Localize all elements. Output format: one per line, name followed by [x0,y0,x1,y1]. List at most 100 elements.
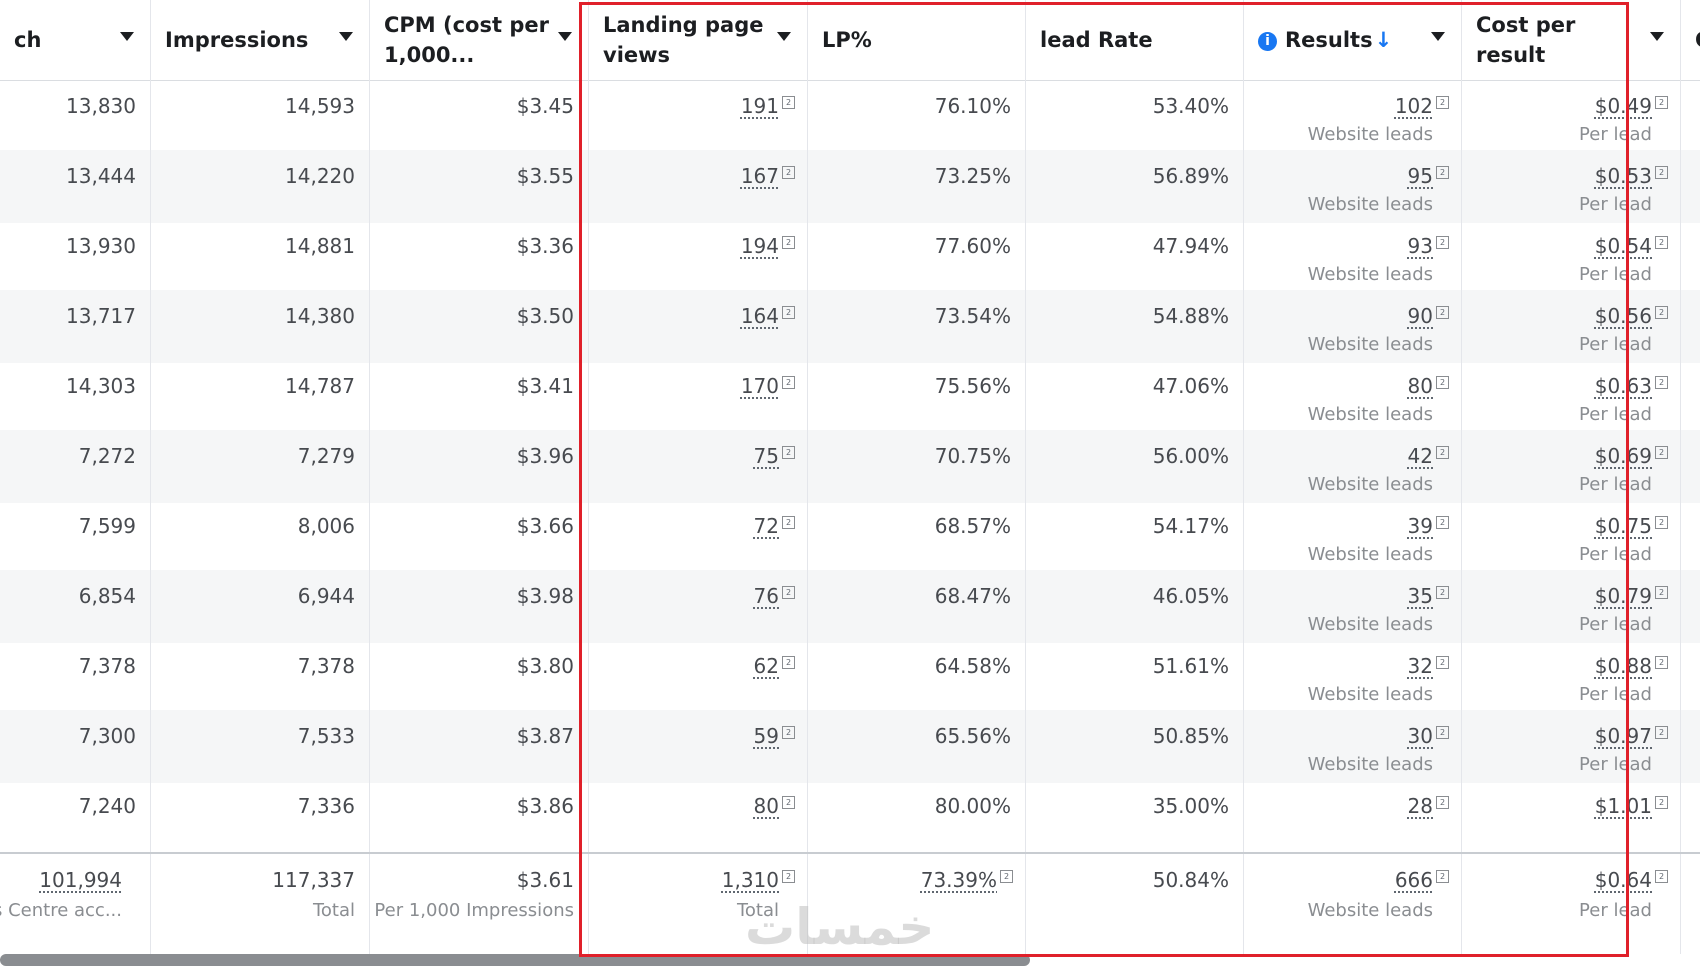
cell-value[interactable]: 35 [1407,584,1433,608]
column-header-lp_pct[interactable]: LP% [808,0,1026,80]
cell-results[interactable]: 39 2 Website leads [1244,500,1462,573]
cell-lpv[interactable]: 72 2 [589,500,808,573]
cell-value[interactable]: 191 [740,94,779,118]
cell-value[interactable]: $0.79 [1594,584,1652,608]
cell-lpv[interactable]: 170 2 [589,360,808,433]
chevron-down-icon[interactable] [1650,32,1664,41]
cell-value[interactable]: 72 [753,514,779,538]
cell-value[interactable]: $0.56 [1594,304,1652,328]
cell-reach: 7,300 [0,710,151,783]
total-subtext: Per lead [1579,900,1652,921]
cell-value[interactable]: $0.54 [1594,234,1652,258]
cell-value[interactable]: 95 [1407,164,1433,188]
cell-value[interactable]: 102 [1394,94,1433,118]
cell-value[interactable]: 76 [753,584,779,608]
cell-value[interactable]: 80 [1407,374,1433,398]
footnote-icon: 2 [1436,870,1449,883]
cell-lpv[interactable]: 76 2 [589,570,808,643]
cell-value[interactable]: $0.53 [1594,164,1652,188]
cell-cost_per_result[interactable]: $1.01 2 [1462,780,1681,853]
cell-lead_rate: 56.00% [1026,430,1244,503]
cell-value[interactable]: 75 [753,444,779,468]
cell-value[interactable]: 59 [753,724,779,748]
cell-cost_per_result[interactable]: $0.79 2 Per lead [1462,570,1681,643]
sort-descending-icon[interactable]: ↓ [1374,28,1393,52]
cell-results[interactable]: 102 2 Website leads [1244,80,1462,153]
cell-results[interactable]: 93 2 Website leads [1244,220,1462,293]
cell-value[interactable]: 39 [1407,514,1433,538]
cell-lpv[interactable]: 62 2 [589,640,808,713]
cell-value[interactable]: $0.69 [1594,444,1652,468]
column-header-results[interactable]: i Results↓ [1244,0,1462,80]
cell-value[interactable]: 167 [740,164,779,188]
footnote-icon: 2 [1655,446,1668,459]
column-header-cost_per_result[interactable]: Cost per result [1462,0,1681,80]
chevron-down-icon[interactable] [777,32,791,41]
total-lp_pct: 73.39% 2 [808,854,1026,954]
column-header-clicks[interactable]: Clic [1681,0,1700,80]
cell-results[interactable]: 90 2 Website leads [1244,290,1462,363]
cell-lpv[interactable]: 80 2 [589,780,808,853]
cell-results[interactable]: 42 2 Website leads [1244,430,1462,503]
cell-results[interactable]: 28 2 [1244,780,1462,853]
cell-value: $3.87 [516,724,574,748]
cell-value[interactable]: $0.75 [1594,514,1652,538]
cell-lpv[interactable]: 167 2 [589,150,808,223]
cell-value[interactable]: 32 [1407,654,1433,678]
column-header-lpv[interactable]: Landing page views [589,0,808,80]
cell-results[interactable]: 35 2 Website leads [1244,570,1462,643]
column-header-impressions[interactable]: Impressions [151,0,370,80]
cell-cost_per_result[interactable]: $0.56 2 Per lead [1462,290,1681,363]
cell-value[interactable]: $0.49 [1594,94,1652,118]
table-row: 13,830 14,593 $3.45 191 2 76.10% 53.40% 102 2 Web… [0,80,1700,153]
cell-value[interactable]: 164 [740,304,779,328]
cell-value[interactable]: 42 [1407,444,1433,468]
cell-results[interactable]: 80 2 Website leads [1244,360,1462,433]
cell-lpv[interactable]: 191 2 [589,80,808,153]
cell-results[interactable]: 30 2 Website leads [1244,710,1462,783]
cell-value[interactable]: 28 [1407,794,1433,818]
cell-cost_per_result[interactable]: $0.54 2 Per lead [1462,220,1681,293]
cell-cost_per_result[interactable]: $0.69 2 Per lead [1462,430,1681,503]
cell-lpv[interactable]: 59 2 [589,710,808,783]
cell-cost_per_result[interactable]: $0.49 2 Per lead [1462,80,1681,153]
cell-cost_per_result[interactable]: $0.97 2 Per lead [1462,710,1681,783]
cell-value[interactable]: 30 [1407,724,1433,748]
cell-reach: 7,240 [0,780,151,853]
cell-value[interactable]: 90 [1407,304,1433,328]
cell-value[interactable]: 62 [753,654,779,678]
cell-results[interactable]: 95 2 Website leads [1244,150,1462,223]
cell-value: 7,378 [78,654,136,678]
cell-value[interactable]: 194 [740,234,779,258]
cell-cost_per_result[interactable]: $0.53 2 Per lead [1462,150,1681,223]
cell-value[interactable]: $0.88 [1594,654,1652,678]
cell-lpv[interactable]: 164 2 [589,290,808,363]
footnote-icon: 2 [1436,446,1449,459]
cell-cost_per_result[interactable]: $0.63 2 Per lead [1462,360,1681,433]
horizontal-scrollbar[interactable] [0,954,1030,966]
cell-cost_per_result[interactable]: $0.75 2 Per lead [1462,500,1681,573]
cell-value[interactable]: 170 [740,374,779,398]
cell-lpv[interactable]: 75 2 [589,430,808,503]
cell-lpv[interactable]: 194 2 [589,220,808,293]
cell-results[interactable]: 32 2 Website leads [1244,640,1462,713]
cell-impressions: 14,881 [151,220,370,293]
cell-value[interactable]: $0.97 [1594,724,1652,748]
cell-cpm: $3.98 [370,570,589,643]
cell-value[interactable]: $1.01 [1594,794,1652,818]
cell-subtext: Per lead [1579,754,1652,775]
cell-value[interactable]: 80 [753,794,779,818]
cell-cost_per_result[interactable]: $0.88 2 Per lead [1462,640,1681,713]
cell-value[interactable]: 93 [1407,234,1433,258]
chevron-down-icon[interactable] [1431,32,1445,41]
chevron-down-icon[interactable] [339,32,353,41]
chevron-down-icon[interactable] [120,32,134,41]
cell-subtext: Per lead [1579,334,1652,355]
cell-value[interactable]: $0.63 [1594,374,1652,398]
chevron-down-icon[interactable] [558,32,572,41]
cell-subtext: Website leads [1307,754,1433,775]
column-header-lead_rate[interactable]: lead Rate [1026,0,1244,80]
column-header-cpm[interactable]: CPM (cost per 1,000... [370,0,589,80]
cell-value: 7,279 [297,444,355,468]
column-header-reach[interactable]: ch [0,0,151,80]
